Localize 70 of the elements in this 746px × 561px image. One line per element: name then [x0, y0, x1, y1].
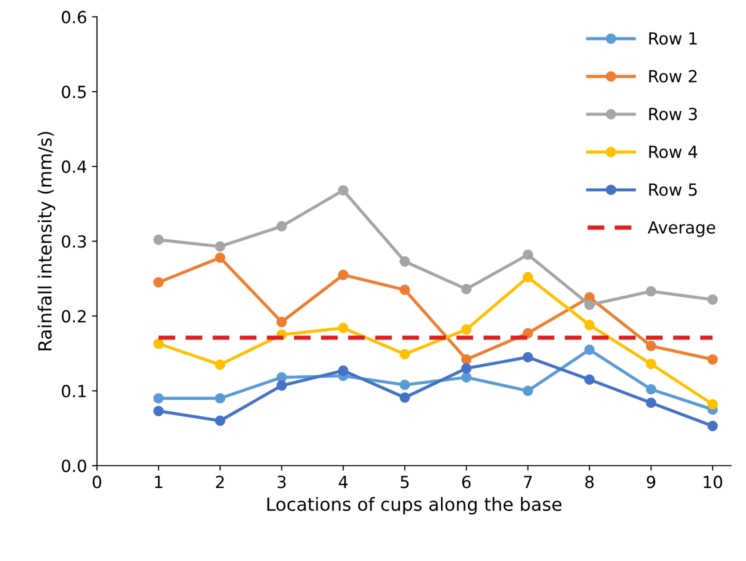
point: [338, 270, 348, 280]
point: [276, 380, 287, 391]
point: [646, 358, 656, 370]
point: [400, 392, 410, 403]
x-tick-label: 7: [524, 476, 532, 488]
point: [153, 406, 164, 416]
legend-label: Row 2: [649, 70, 697, 83]
y-tick-label: 0.3: [62, 235, 86, 248]
point: [461, 284, 472, 294]
point: [584, 300, 595, 310]
point: [338, 322, 348, 334]
point: [153, 393, 164, 404]
point: [214, 359, 226, 370]
point: [522, 386, 534, 396]
legend-label: Average: [648, 221, 716, 237]
point: [400, 348, 410, 360]
x-tick-label: 9: [646, 476, 656, 488]
point: [646, 398, 656, 408]
point: [522, 249, 534, 260]
x-tick-label: 3: [278, 476, 286, 488]
point: [584, 320, 595, 330]
point: [153, 338, 164, 349]
x-tick-label: 5: [400, 476, 409, 488]
x-tick-label: 4: [338, 476, 348, 488]
point: [707, 354, 718, 365]
legend-label: Row 5: [649, 184, 697, 196]
point: [153, 277, 164, 288]
point: [646, 286, 656, 297]
point: [214, 241, 226, 252]
point: [461, 324, 472, 335]
x-axis-title: Locations of cups along the base: [267, 497, 562, 515]
point: [584, 344, 595, 355]
point: [276, 316, 287, 328]
point: [214, 252, 226, 263]
y-tick-label: 0.0: [62, 460, 86, 472]
point: [707, 420, 718, 432]
point: [646, 384, 656, 395]
point: [461, 354, 472, 365]
point: [522, 352, 534, 362]
x-tick-label: 6: [462, 476, 471, 488]
legend-label: Row 3: [649, 108, 697, 120]
point: [707, 294, 718, 305]
legend-label: Row 4: [649, 146, 698, 158]
y-tick-label: 0.6: [62, 10, 86, 24]
point: [646, 340, 656, 352]
point: [214, 393, 226, 404]
x-tick-label: 2: [216, 476, 224, 488]
x-tick-label: 10: [704, 476, 722, 488]
y-tick-label: 0.4: [62, 160, 86, 173]
point: [461, 363, 472, 374]
point: [153, 234, 164, 245]
y-tick-label: 0.1: [62, 384, 86, 398]
legend-label: Row 1: [649, 32, 697, 45]
y-tick-label: 0.2: [62, 310, 86, 323]
point: [584, 374, 595, 385]
point: [276, 221, 287, 232]
point: [214, 416, 226, 426]
point: [461, 372, 472, 383]
point: [400, 256, 410, 267]
point: [522, 272, 534, 282]
point: [400, 380, 410, 390]
point: [400, 284, 410, 296]
x-tick-label: 0: [92, 476, 102, 488]
y-axis-title: Rainfall intensity (mm/s): [38, 132, 56, 350]
point: [707, 399, 718, 410]
point: [338, 365, 348, 376]
x-tick-label: 8: [585, 476, 594, 488]
x-tick-label: 1: [155, 476, 162, 488]
y-tick-label: 0.5: [62, 86, 86, 98]
point: [338, 185, 348, 196]
